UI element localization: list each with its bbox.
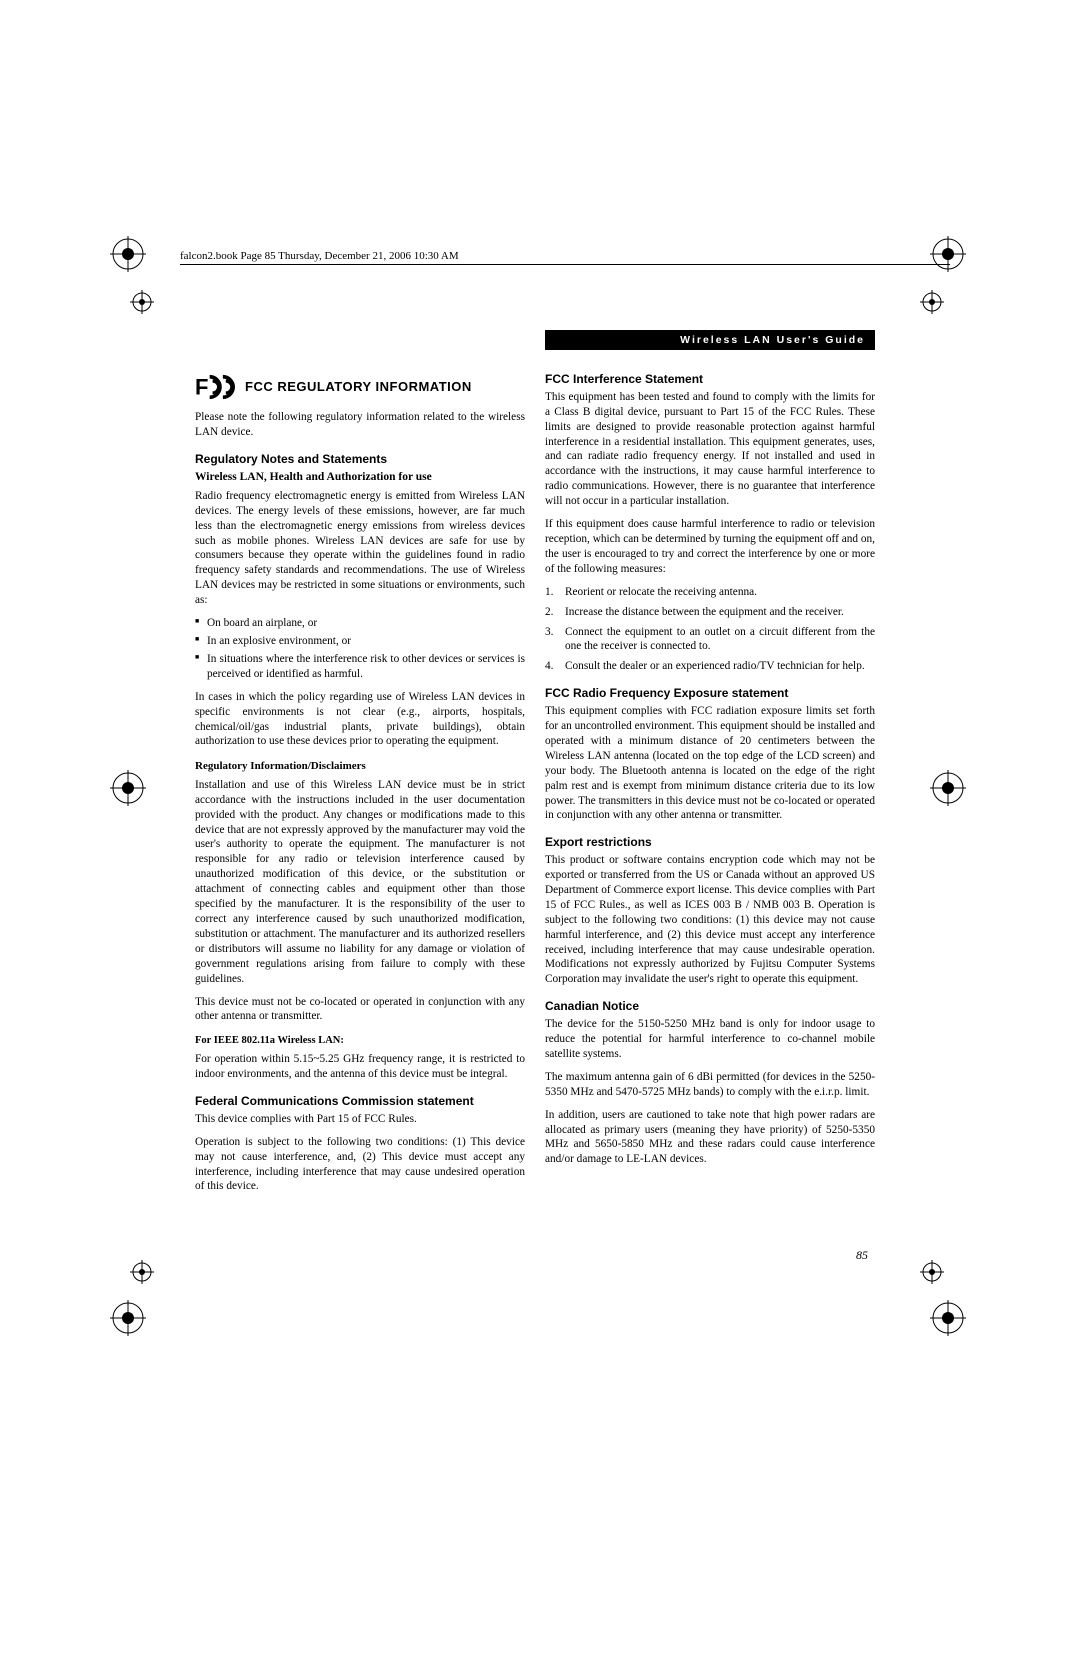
crop-mark-bl2: [130, 1260, 166, 1296]
list-item: In situations where the interference ris…: [195, 652, 525, 682]
fcc-logo-icon: F: [195, 372, 239, 402]
right-column: FCC Interference Statement This equipmen…: [545, 372, 875, 1202]
body-text: Installation and use of this Wireless LA…: [195, 778, 525, 987]
print-header-text: falcon2.book Page 85 Thursday, December …: [180, 250, 459, 262]
body-text: This device must not be co-located or op…: [195, 995, 525, 1025]
subheading-ieee: For IEEE 802.11a Wireless LAN:: [195, 1034, 525, 1048]
fcc-title-block: F FCC REGULATORY INFORMATION: [195, 372, 525, 402]
crop-mark-tl: [110, 236, 146, 272]
body-text: If this equipment does cause harmful int…: [545, 517, 875, 577]
heading-regulatory-notes: Regulatory Notes and Statements: [195, 452, 525, 468]
page-number: 85: [856, 1248, 868, 1263]
body-text: This product or software contains encryp…: [545, 853, 875, 987]
heading-canadian: Canadian Notice: [545, 999, 875, 1015]
crop-mark-br: [930, 1300, 966, 1336]
left-column: F FCC REGULATORY INFORMATION Please note…: [195, 372, 525, 1202]
body-text: Operation is subject to the following tw…: [195, 1135, 525, 1195]
print-header: falcon2.book Page 85 Thursday, December …: [180, 250, 459, 262]
svg-text:F: F: [195, 374, 208, 399]
list-item: Reorient or relocate the receiving anten…: [545, 585, 875, 600]
fcc-title-text: FCC REGULATORY INFORMATION: [245, 378, 472, 395]
crop-mark-br2: [920, 1260, 956, 1296]
crop-mark-mr: [930, 770, 966, 806]
list-item: Increase the distance between the equipm…: [545, 605, 875, 620]
body-text: In cases in which the policy regarding u…: [195, 690, 525, 750]
header-bar: Wireless LAN User's Guide: [545, 330, 875, 350]
heading-rf-exposure: FCC Radio Frequency Exposure statement: [545, 686, 875, 702]
body-text: This equipment complies with FCC radiati…: [545, 704, 875, 823]
body-text: In addition, users are cautioned to take…: [545, 1108, 875, 1168]
crop-mark-tr2: [920, 290, 956, 326]
intro-text: Please note the following regulatory inf…: [195, 410, 525, 440]
list-item: On board an airplane, or: [195, 616, 525, 631]
measures-list: Reorient or relocate the receiving anten…: [545, 585, 875, 675]
subheading-wlan-health: Wireless LAN, Health and Authorization f…: [195, 470, 525, 485]
crop-mark-ml: [110, 770, 146, 806]
crop-mark-bl: [110, 1300, 146, 1336]
body-text: The device for the 5150-5250 MHz band is…: [545, 1017, 875, 1062]
body-text: The maximum antenna gain of 6 dBi permit…: [545, 1070, 875, 1100]
crop-mark-tr: [930, 236, 966, 272]
crop-mark-tl2: [130, 290, 166, 326]
body-text: For operation within 5.15~5.25 GHz frequ…: [195, 1052, 525, 1082]
list-item: In an explosive environment, or: [195, 634, 525, 649]
heading-interference: FCC Interference Statement: [545, 372, 875, 388]
body-text: This device complies with Part 15 of FCC…: [195, 1112, 525, 1127]
subheading-disclaimers: Regulatory Information/Disclaimers: [195, 759, 525, 774]
page-content: Wireless LAN User's Guide F FCC REGULATO…: [195, 330, 875, 1202]
body-text: Radio frequency electromagnetic energy i…: [195, 489, 525, 608]
heading-export: Export restrictions: [545, 835, 875, 851]
heading-fcc-statement: Federal Communications Commission statem…: [195, 1094, 525, 1110]
body-text: This equipment has been tested and found…: [545, 390, 875, 509]
print-header-rule: [180, 264, 950, 265]
list-item: Consult the dealer or an experienced rad…: [545, 659, 875, 674]
restriction-list: On board an airplane, or In an explosive…: [195, 616, 525, 682]
list-item: Connect the equipment to an outlet on a …: [545, 625, 875, 655]
